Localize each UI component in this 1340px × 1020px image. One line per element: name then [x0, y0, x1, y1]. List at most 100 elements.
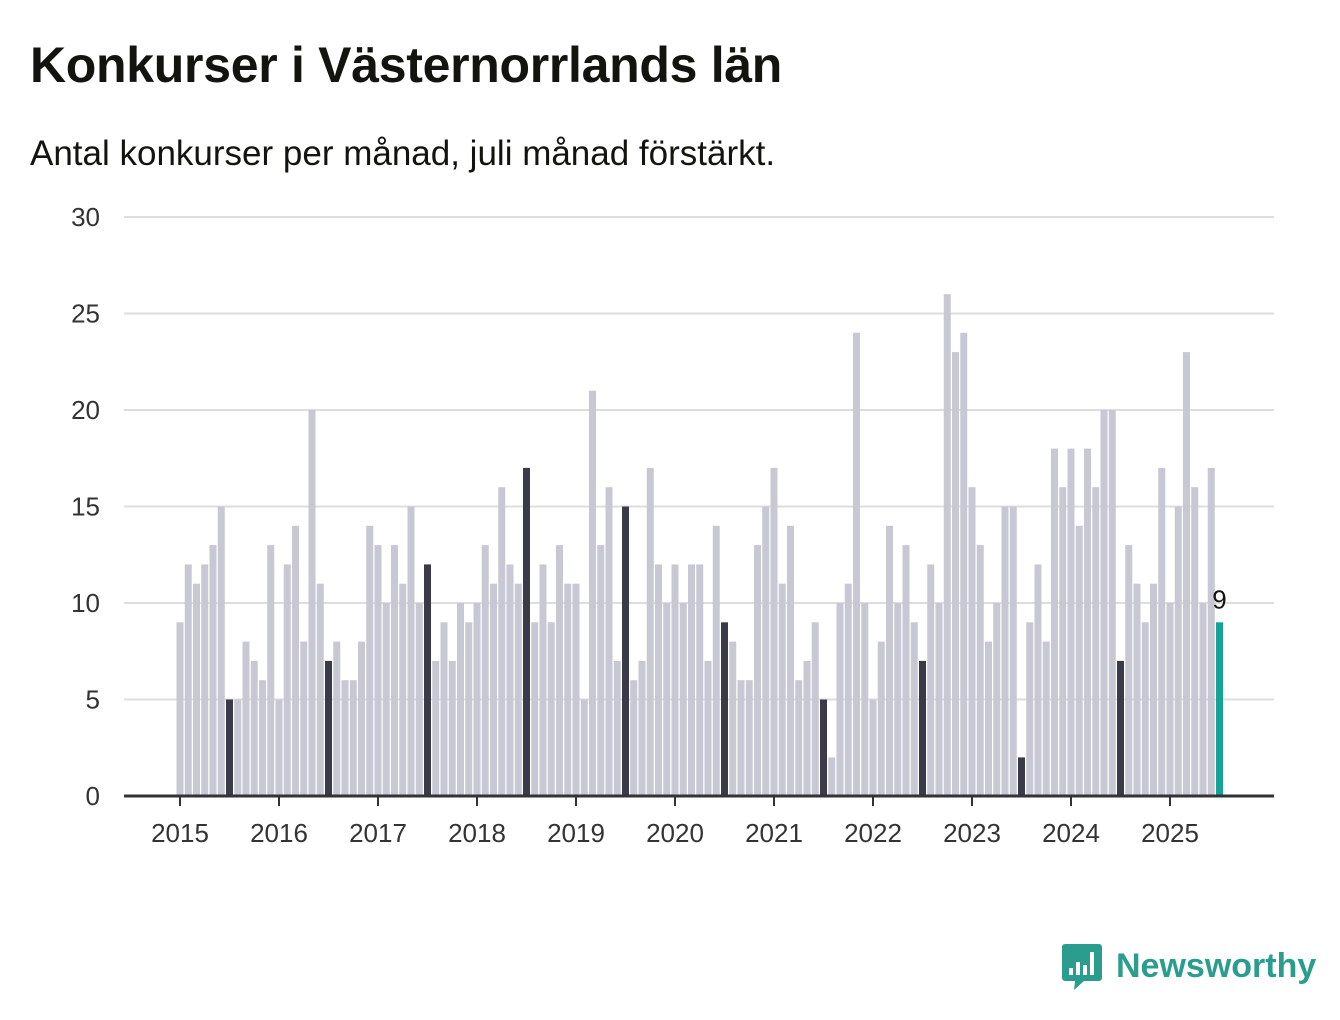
- bar: [1034, 564, 1042, 796]
- y-tick-label: 15: [71, 492, 100, 522]
- newsworthy-logo-icon: [1062, 944, 1102, 990]
- bar: [696, 564, 704, 796]
- x-tick-label: 2019: [547, 818, 605, 848]
- bar: [993, 603, 1001, 796]
- annotations: 9: [1212, 584, 1226, 614]
- bar: [1059, 487, 1067, 796]
- bar: [531, 622, 539, 796]
- bar: [234, 699, 242, 796]
- bar: [729, 641, 737, 796]
- bar: [465, 622, 473, 796]
- bar: [1018, 757, 1025, 796]
- x-tick-label: 2017: [349, 818, 407, 848]
- bar: [457, 603, 464, 796]
- bar: [432, 660, 440, 796]
- bar: [1067, 448, 1075, 796]
- bar: [811, 622, 819, 796]
- bar: [960, 332, 968, 796]
- bar: [605, 487, 613, 796]
- bar: [754, 545, 761, 796]
- bar: [894, 603, 902, 796]
- bar: [193, 583, 200, 796]
- x-tick-label: 2020: [646, 818, 704, 848]
- bar: [952, 352, 959, 796]
- y-tick-label: 5: [86, 685, 100, 715]
- bar: [787, 525, 794, 796]
- bar: [869, 699, 877, 796]
- bar: [778, 583, 786, 796]
- bar: [704, 660, 712, 796]
- bar: [176, 622, 184, 796]
- bar: [1216, 622, 1223, 796]
- bar: [655, 564, 662, 796]
- bar: [283, 564, 291, 796]
- bar: [226, 699, 233, 796]
- bar: [399, 583, 407, 796]
- bar: [679, 603, 687, 796]
- bar: [861, 603, 869, 796]
- bar: [1158, 467, 1166, 796]
- bar: [556, 545, 563, 796]
- bar: [217, 506, 225, 796]
- brand-name: Newsworthy: [1116, 946, 1317, 985]
- bar: [770, 467, 778, 796]
- bar: [391, 545, 398, 796]
- bar: [358, 641, 365, 796]
- bar: [382, 603, 390, 796]
- bar: [407, 506, 415, 796]
- bar: [1125, 545, 1133, 796]
- bar: [1117, 660, 1124, 796]
- bar: [663, 603, 671, 796]
- bar: [209, 545, 217, 796]
- bar: [440, 622, 448, 796]
- bars: [176, 294, 1223, 796]
- bar: [572, 583, 580, 796]
- bar: [250, 660, 258, 796]
- chart-subtitle: Antal konkurser per månad, juli månad fö…: [30, 134, 776, 173]
- y-tick-label: 25: [71, 299, 100, 329]
- bar: [1133, 583, 1141, 796]
- x-tick-label: 2015: [151, 818, 209, 848]
- bar: [1183, 352, 1190, 796]
- bar: [943, 294, 951, 796]
- bar: [828, 757, 836, 796]
- bar: [292, 525, 299, 796]
- bar: [737, 680, 745, 796]
- bar: [481, 545, 489, 796]
- bar: [473, 603, 481, 796]
- y-axis-ticks: 0 5 10 15 20 25 30: [71, 202, 100, 811]
- bar: [902, 545, 910, 796]
- bar: [259, 680, 266, 796]
- x-axis-ticks: 2015 2016 2017 2018 2019 2020 2021 2022 2023 2024…: [151, 796, 1199, 848]
- bar: [490, 583, 497, 796]
- bar: [1207, 467, 1215, 796]
- bar: [514, 583, 522, 796]
- newsworthy-logo: Newsworthy: [1062, 942, 1316, 990]
- bar: [415, 603, 423, 796]
- bar: [267, 545, 275, 796]
- bar: [539, 564, 547, 796]
- bar: [333, 641, 341, 796]
- x-tick-label: 2022: [844, 818, 902, 848]
- latest-value-label: 9: [1212, 584, 1226, 614]
- y-tick-label: 30: [71, 202, 100, 232]
- bar: [1191, 487, 1199, 796]
- bar: [1084, 448, 1091, 796]
- bar: [935, 603, 943, 796]
- bar: [712, 525, 720, 796]
- bar: [1108, 410, 1116, 796]
- bar: [762, 506, 770, 796]
- bar: [275, 699, 283, 796]
- bar: [308, 410, 316, 796]
- bar: [1174, 506, 1182, 796]
- bar: [910, 622, 918, 796]
- bar: [316, 583, 324, 796]
- bar: [745, 680, 753, 796]
- bar: [1141, 622, 1149, 796]
- bar: [803, 660, 811, 796]
- bar: [688, 564, 695, 796]
- y-tick-label: 10: [71, 588, 100, 618]
- bar: [1092, 487, 1100, 796]
- bar: [844, 583, 852, 796]
